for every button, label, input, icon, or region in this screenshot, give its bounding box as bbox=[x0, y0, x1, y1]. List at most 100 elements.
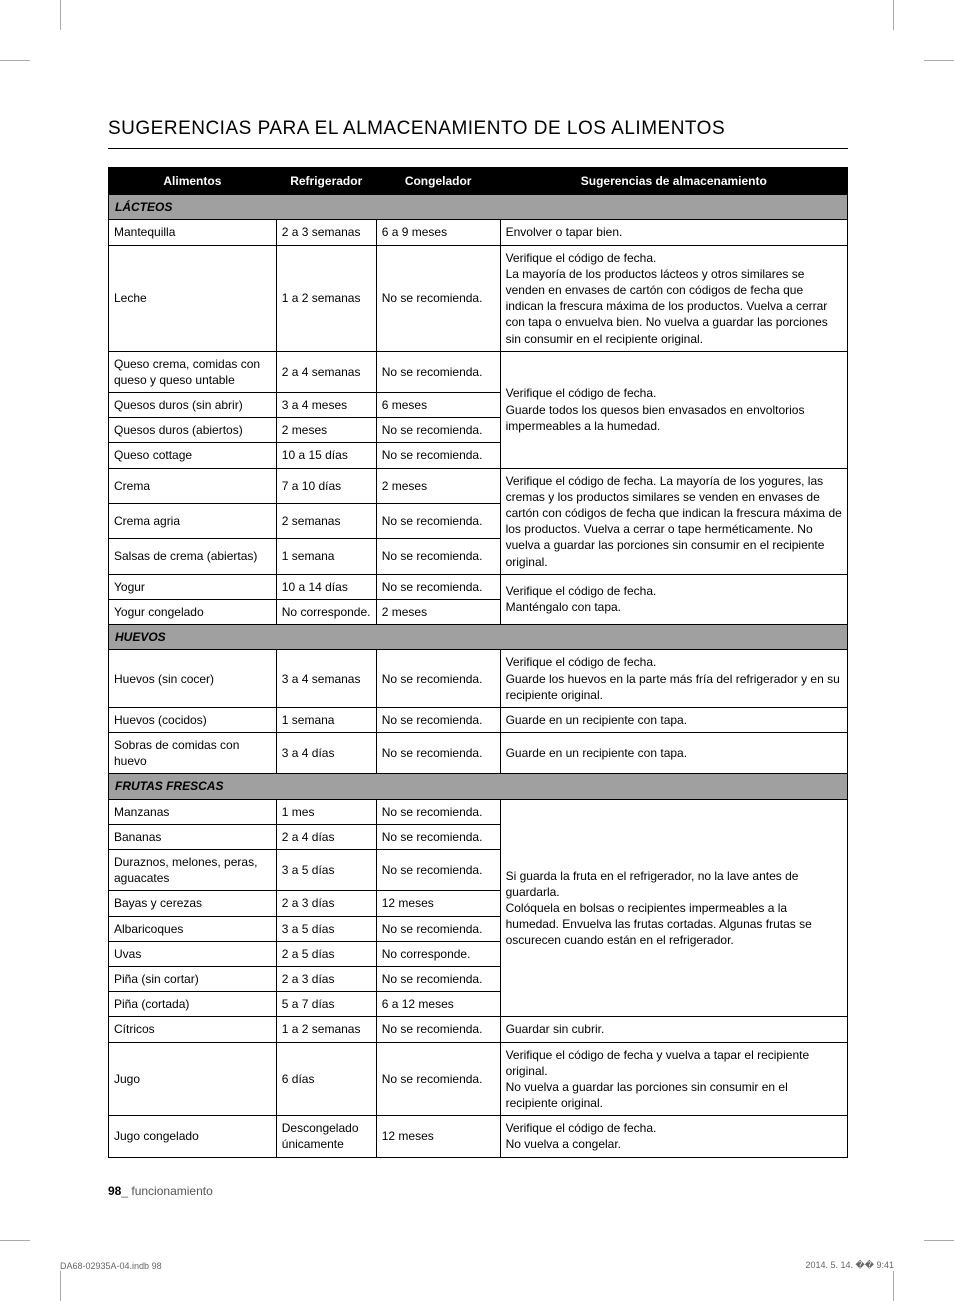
crop-mark bbox=[924, 1240, 954, 1241]
cell-ref: 6 días bbox=[276, 1042, 376, 1116]
page-content: SUGERENCIAS PARA EL ALMACENAMIENTO DE LO… bbox=[108, 118, 848, 1158]
cell-ref: 1 a 2 semanas bbox=[276, 245, 376, 351]
table-row: Huevos (sin cocer) 3 a 4 semanas No se r… bbox=[109, 650, 848, 708]
cell-sug: Guarde en un recipiente con tapa. bbox=[500, 733, 847, 774]
cell-frz: 2 meses bbox=[376, 599, 500, 624]
header-freezer: Congelador bbox=[376, 168, 500, 195]
cell-frz: 2 meses bbox=[376, 468, 500, 503]
cell-food: Uvas bbox=[109, 941, 277, 966]
table-row: Leche 1 a 2 semanas No se recomienda. Ve… bbox=[109, 245, 848, 351]
cell-ref: 2 semanas bbox=[276, 504, 376, 539]
cell-sug: Verifique el código de fecha. Guarde los… bbox=[500, 650, 847, 708]
cell-frz: No se recomienda. bbox=[376, 733, 500, 774]
cell-food: Huevos (cocidos) bbox=[109, 707, 277, 732]
cell-food: Jugo congelado bbox=[109, 1116, 277, 1157]
page-footer: 98_ funcionamiento bbox=[108, 1184, 213, 1198]
cell-frz: No se recomienda. bbox=[376, 824, 500, 849]
cell-food: Bananas bbox=[109, 824, 277, 849]
page-title: SUGERENCIAS PARA EL ALMACENAMIENTO DE LO… bbox=[108, 118, 848, 149]
crop-mark bbox=[60, 1271, 61, 1301]
cell-frz: No corresponde. bbox=[376, 941, 500, 966]
section-eggs: HUEVOS bbox=[109, 625, 848, 650]
cell-ref: 2 a 3 días bbox=[276, 891, 376, 916]
cell-ref: 2 meses bbox=[276, 418, 376, 443]
crop-mark bbox=[924, 60, 954, 61]
table-row: Manzanas 1 mes No se recomienda. Si guar… bbox=[109, 799, 848, 824]
header-suggestions: Sugerencias de almacenamiento bbox=[500, 168, 847, 195]
cell-ref: 2 a 4 días bbox=[276, 824, 376, 849]
cell-ref: 7 a 10 días bbox=[276, 468, 376, 503]
cell-sug: Verifique el código de fecha y vuelva a … bbox=[500, 1042, 847, 1116]
cell-frz: No se recomienda. bbox=[376, 707, 500, 732]
cell-ref: 3 a 5 días bbox=[276, 850, 376, 891]
cell-frz: No se recomienda. bbox=[376, 504, 500, 539]
cell-food: Salsas de crema (abiertas) bbox=[109, 539, 277, 574]
cell-food: Queso cottage bbox=[109, 443, 277, 468]
cell-frz: No se recomienda. bbox=[376, 574, 500, 599]
cell-food: Queso crema, comidas con queso y queso u… bbox=[109, 351, 277, 392]
cell-food: Huevos (sin cocer) bbox=[109, 650, 277, 708]
cell-sug: Guardar sin cubrir. bbox=[500, 1017, 847, 1042]
cell-frz: 12 meses bbox=[376, 1116, 500, 1157]
header-food: Alimentos bbox=[109, 168, 277, 195]
cell-food: Piña (sin cortar) bbox=[109, 966, 277, 991]
cell-ref: 5 a 7 días bbox=[276, 992, 376, 1017]
crop-mark bbox=[60, 0, 61, 30]
footer-filename: DA68-02935A-04.indb 98 bbox=[60, 1261, 162, 1271]
cell-ref: 1 mes bbox=[276, 799, 376, 824]
crop-mark bbox=[0, 1240, 30, 1241]
cell-food: Duraznos, melones, peras, aguacates bbox=[109, 850, 277, 891]
cell-ref: 3 a 4 semanas bbox=[276, 650, 376, 708]
cell-frz: No se recomienda. bbox=[376, 916, 500, 941]
cell-sug: Verifique el código de fecha. Guarde tod… bbox=[500, 351, 847, 468]
cell-ref: 2 a 4 semanas bbox=[276, 351, 376, 392]
cell-frz: 6 a 12 meses bbox=[376, 992, 500, 1017]
storage-table: Alimentos Refrigerador Congelador Sugere… bbox=[108, 167, 848, 1158]
table-row: Huevos (cocidos) 1 semana No se recomien… bbox=[109, 707, 848, 732]
table-row: Jugo congelado Descongelado únicamente 1… bbox=[109, 1116, 848, 1157]
cell-ref: No corresponde. bbox=[276, 599, 376, 624]
cell-frz: 6 a 9 meses bbox=[376, 220, 500, 245]
cell-sug: Envolver o tapar bien. bbox=[500, 220, 847, 245]
cell-sug: Guarde en un recipiente con tapa. bbox=[500, 707, 847, 732]
header-refrigerator: Refrigerador bbox=[276, 168, 376, 195]
cell-frz: No se recomienda. bbox=[376, 966, 500, 991]
cell-frz: No se recomienda. bbox=[376, 1017, 500, 1042]
cell-food: Quesos duros (sin abrir) bbox=[109, 393, 277, 418]
cell-ref: Descongelado únicamente bbox=[276, 1116, 376, 1157]
cell-food: Jugo bbox=[109, 1042, 277, 1116]
cell-food: Crema agria bbox=[109, 504, 277, 539]
crop-mark bbox=[893, 1271, 894, 1301]
section-label: LÁCTEOS bbox=[109, 195, 848, 220]
cell-ref: 2 a 3 semanas bbox=[276, 220, 376, 245]
cell-frz: No se recomienda. bbox=[376, 245, 500, 351]
cell-food: Piña (cortada) bbox=[109, 992, 277, 1017]
crop-mark bbox=[0, 60, 30, 61]
cell-frz: No se recomienda. bbox=[376, 850, 500, 891]
section-dairy: LÁCTEOS bbox=[109, 195, 848, 220]
cell-ref: 2 a 3 días bbox=[276, 966, 376, 991]
cell-food: Leche bbox=[109, 245, 277, 351]
table-row: Mantequilla 2 a 3 semanas 6 a 9 meses En… bbox=[109, 220, 848, 245]
section-fruits: FRUTAS FRESCAS bbox=[109, 774, 848, 799]
cell-food: Quesos duros (abiertos) bbox=[109, 418, 277, 443]
cell-ref: 1 a 2 semanas bbox=[276, 1017, 376, 1042]
cell-frz: No se recomienda. bbox=[376, 799, 500, 824]
cell-food: Cítricos bbox=[109, 1017, 277, 1042]
cell-frz: No se recomienda. bbox=[376, 1042, 500, 1116]
cell-food: Yogur bbox=[109, 574, 277, 599]
table-row: Crema 7 a 10 días 2 meses Verifique el c… bbox=[109, 468, 848, 503]
cell-sug: Verifique el código de fecha. Manténgalo… bbox=[500, 574, 847, 624]
cell-ref: 2 a 5 días bbox=[276, 941, 376, 966]
cell-frz: No se recomienda. bbox=[376, 539, 500, 574]
cell-sug: Si guarda la fruta en el refrigerador, n… bbox=[500, 799, 847, 1017]
cell-food: Crema bbox=[109, 468, 277, 503]
cell-sug: Verifique el código de fecha. La mayoría… bbox=[500, 468, 847, 574]
page-number: 98 bbox=[108, 1184, 121, 1198]
cell-food: Albaricoques bbox=[109, 916, 277, 941]
cell-food: Bayas y cerezas bbox=[109, 891, 277, 916]
cell-ref: 3 a 4 meses bbox=[276, 393, 376, 418]
cell-ref: 3 a 4 días bbox=[276, 733, 376, 774]
cell-frz: No se recomienda. bbox=[376, 351, 500, 392]
table-row: Yogur 10 a 14 días No se recomienda. Ver… bbox=[109, 574, 848, 599]
